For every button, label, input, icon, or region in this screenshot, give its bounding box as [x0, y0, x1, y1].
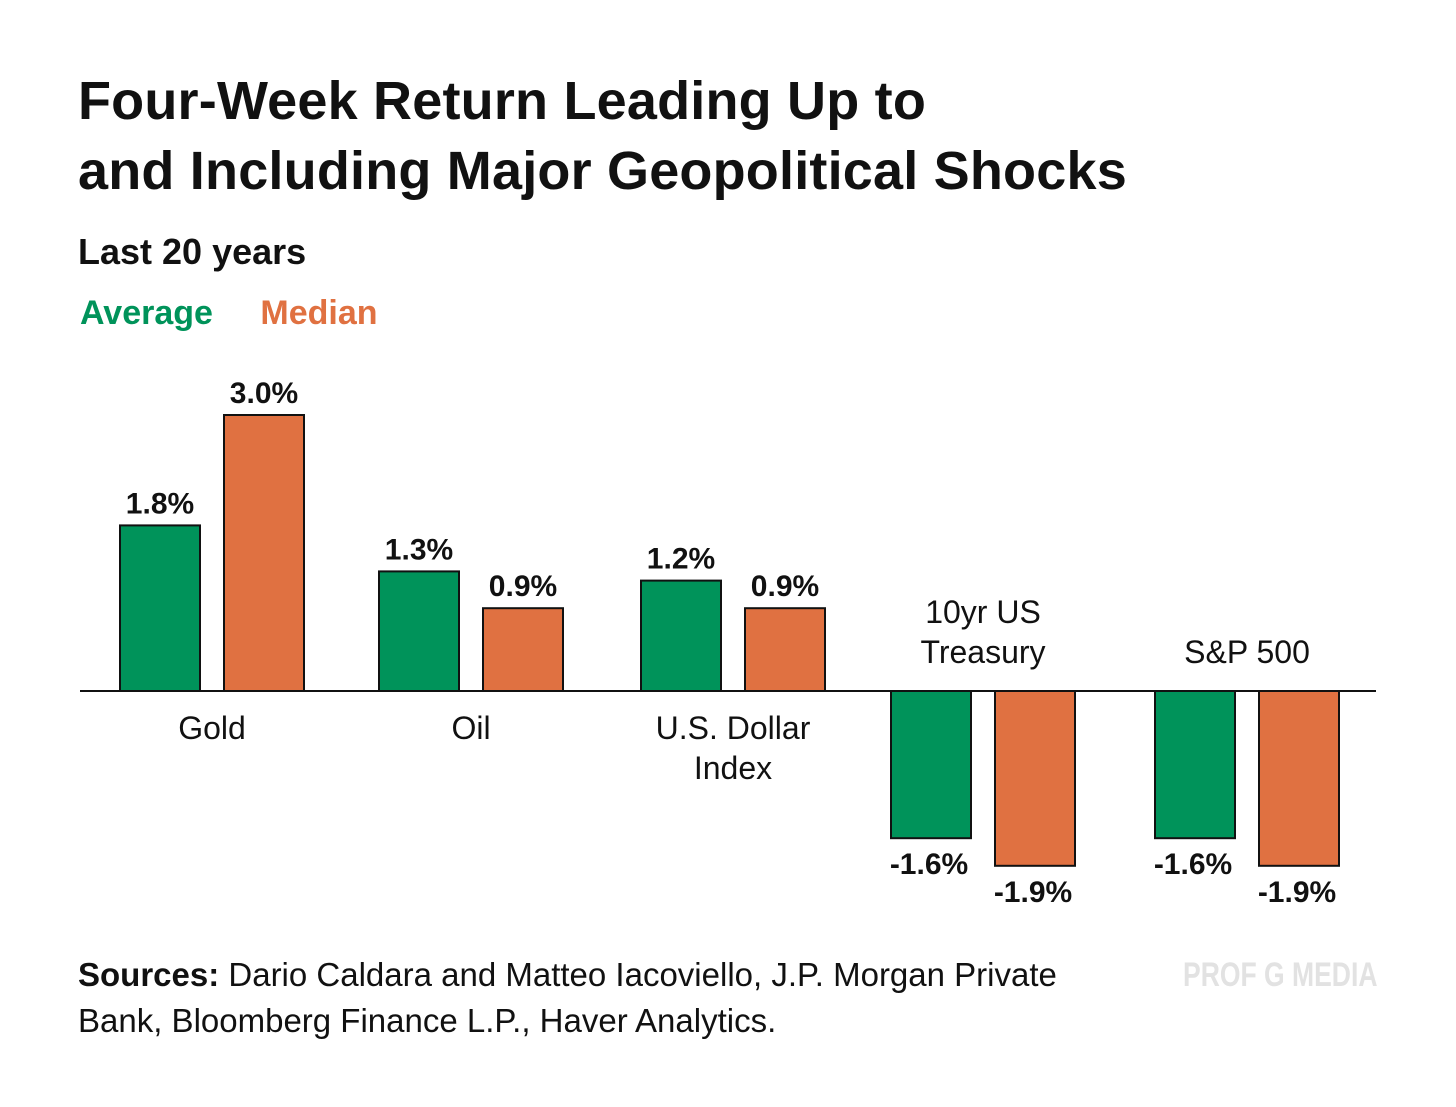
category-label-4-0: S&P 500 — [1184, 634, 1310, 670]
category-label-0-0: Gold — [178, 710, 246, 746]
category-label-3-0: 10yr US — [925, 594, 1041, 630]
category-label-3-1: Treasury — [920, 634, 1045, 670]
bar-median-4 — [1258, 690, 1340, 867]
bar-median-0 — [223, 414, 305, 692]
value-label-median-0: 3.0% — [230, 377, 298, 410]
bar-average-1 — [378, 570, 460, 693]
bar-median-3 — [994, 690, 1076, 867]
value-label-average-2: 1.2% — [647, 543, 715, 576]
bars-layer — [119, 414, 1340, 867]
sources-label: Sources: — [78, 956, 220, 993]
category-label-2-0: U.S. Dollar — [656, 710, 811, 746]
category-label-1-0: Oil — [451, 710, 490, 746]
brand-watermark: PROF G MEDIA — [1183, 956, 1378, 994]
bar-average-3 — [890, 690, 972, 840]
category-label-2-1: Index — [694, 750, 772, 786]
bar-average-4 — [1154, 690, 1236, 840]
value-label-median-1: 0.9% — [489, 570, 557, 603]
value-label-average-3: -1.6% — [890, 848, 968, 881]
bar-median-2 — [744, 607, 826, 693]
chart-title-line-1: Four-Week Return Leading Up to — [78, 71, 927, 131]
bar-average-2 — [640, 579, 722, 692]
value-label-average-0: 1.8% — [126, 487, 194, 520]
legend-average: Average — [80, 294, 213, 332]
value-label-median-3: -1.9% — [994, 876, 1072, 909]
chart-title: Four-Week Return Leading Up to and Inclu… — [78, 66, 1378, 206]
sources-text: Dario Caldara and Matteo Iacoviello, J.P… — [78, 956, 1057, 1039]
value-label-median-4: -1.9% — [1258, 876, 1336, 909]
bar-median-1 — [482, 607, 564, 693]
sources-note: Sources: Dario Caldara and Matteo Iacovi… — [78, 952, 1138, 1044]
legend: Average Median — [80, 292, 416, 334]
labels-layer: 1.8% 3.0% Gold 1.3% 0.9% Oil 1.2% 0.9% U.S. Doll… — [126, 377, 1336, 909]
value-label-average-1: 1.3% — [385, 533, 453, 566]
chart-subtitle: Last 20 years — [78, 231, 307, 272]
value-label-average-4: -1.6% — [1154, 848, 1232, 881]
legend-median: Median — [260, 294, 378, 332]
chart-title-line-2: and Including Major Geopolitical Shocks — [78, 141, 1127, 201]
value-label-median-2: 0.9% — [751, 570, 819, 603]
bar-average-0 — [119, 524, 201, 693]
